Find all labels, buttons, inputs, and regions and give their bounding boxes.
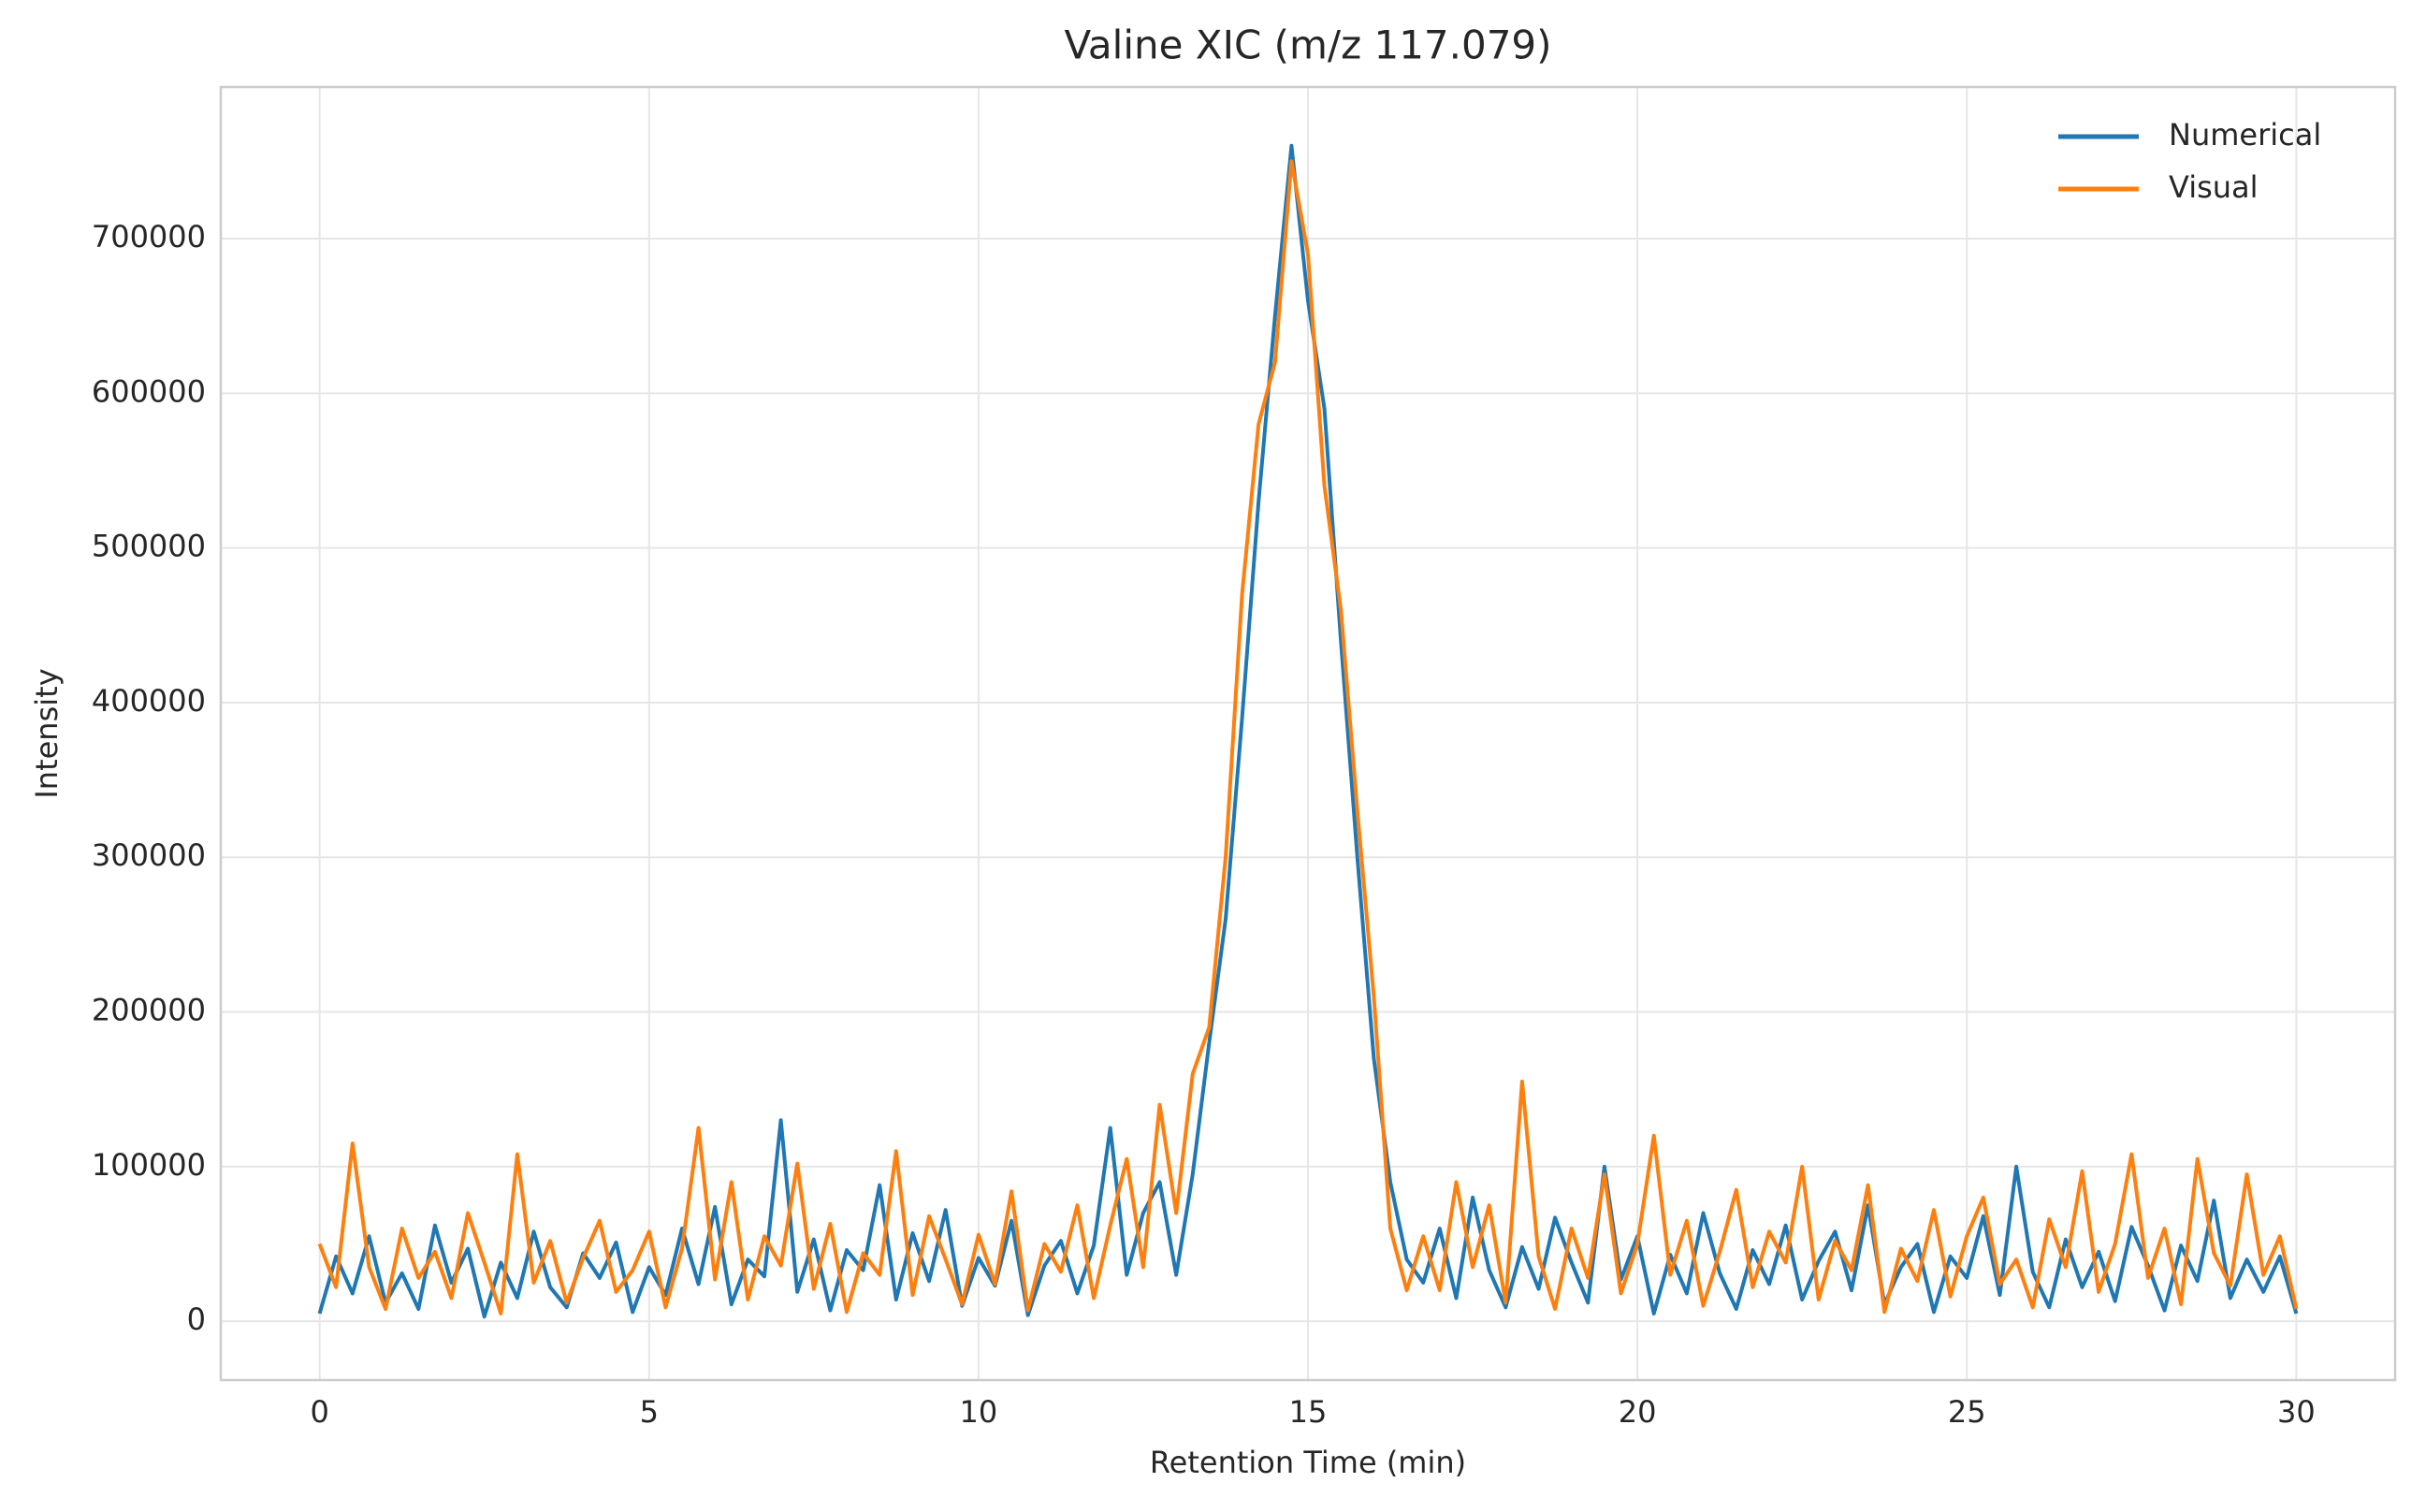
x-tick-label: 15 (1289, 1394, 1328, 1430)
y-axis-label: Intensity (29, 668, 65, 798)
x-axis-label: Retention Time (min) (1150, 1445, 1466, 1480)
y-tick-label: 200000 (92, 993, 206, 1028)
x-tick-label: 10 (960, 1394, 998, 1430)
plot-frame (219, 85, 2397, 1382)
series-line (317, 159, 2299, 1316)
y-tick-label: 600000 (92, 373, 206, 409)
y-tick-label: 300000 (92, 837, 206, 873)
y-tick-label: 500000 (92, 529, 206, 564)
y-tick-label: 100000 (92, 1147, 206, 1183)
legend-label: Numerical (2169, 117, 2321, 153)
y-tick-label: 400000 (92, 683, 206, 719)
x-tick-label: 20 (1619, 1394, 1657, 1430)
x-tick-label: 25 (1948, 1394, 1986, 1430)
x-tick-label: 0 (310, 1394, 328, 1430)
legend-label: Visual (2169, 169, 2259, 205)
chart-title: Valine XIC (m/z 117.079) (1064, 22, 1551, 68)
y-tick-label: 700000 (92, 219, 206, 254)
x-tick-label: 5 (640, 1394, 659, 1430)
x-tick-label: 30 (2277, 1394, 2316, 1430)
y-tick-label: 0 (187, 1301, 206, 1337)
series-line (317, 143, 2299, 1319)
